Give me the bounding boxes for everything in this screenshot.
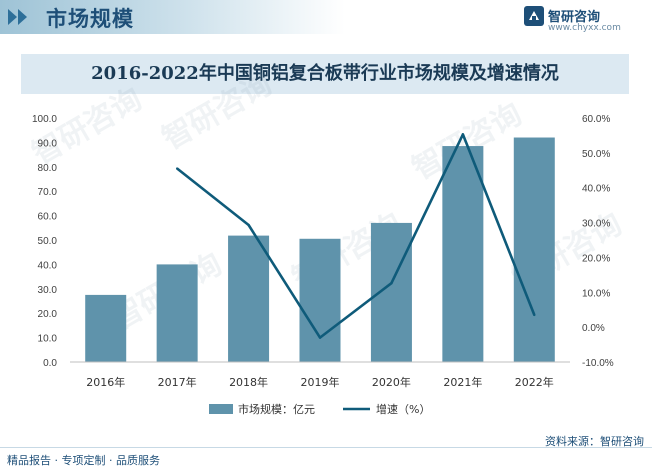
growth-rate-point-4 — [318, 336, 322, 339]
watermark-text: 智研咨询 — [157, 67, 278, 157]
growth-rate-point-2 — [175, 167, 179, 170]
left-axis-tick-label: 40.0 — [38, 260, 58, 271]
left-axis-tick-label: 80.0 — [38, 163, 58, 174]
left-axis-tick-label: 0.0 — [43, 358, 57, 369]
growth-rate-line — [176, 133, 536, 339]
right-axis-tick-label: 40.0% — [582, 184, 610, 195]
left-axis-tick-label: 50.0 — [38, 236, 58, 247]
right-axis-tick-label: 60.0% — [582, 114, 610, 125]
x-axis-tick-label: 2020年 — [372, 375, 411, 389]
brand-url: www.chyxx.com — [548, 23, 621, 33]
left-axis-tick-label: 90.0 — [38, 138, 58, 149]
x-axis-tick-label: 2017年 — [158, 375, 197, 389]
growth-rate-point-3 — [247, 223, 250, 227]
x-axis-tick-label: 2016年 — [86, 375, 125, 389]
legend-line-label: 增速（%） — [376, 402, 430, 416]
left-axis-tick-label: 10.0 — [38, 334, 58, 345]
section-title: 市场规模 — [46, 7, 134, 31]
brand-logo: 智研咨询 www.chyxx.com — [524, 4, 634, 36]
bar-market-size-1 — [85, 294, 127, 362]
legend-bar-swatch — [209, 404, 233, 414]
chart-title-band: 2016-2022年中国铜铝复合板带行业市场规模及增速情况 — [21, 54, 629, 94]
right-axis-tick-label: 20.0% — [582, 253, 610, 264]
brand-mark-icon — [524, 6, 544, 26]
x-axis-tick-label: 2019年 — [301, 375, 340, 389]
growth-rate-point-7 — [533, 313, 536, 317]
right-axis-tick-label: 10.0% — [582, 288, 610, 299]
bar-market-size-7 — [513, 137, 555, 362]
growth-rate-point-5 — [390, 282, 393, 285]
source-label: 资料来源：智研咨询 — [545, 435, 644, 448]
footer: 精品报告 · 专项定制 · 品质服务 — [0, 447, 652, 470]
chart-title: 2016-2022年中国铜铝复合板带行业市场规模及增速情况 — [91, 63, 559, 84]
left-axis-tick-label: 60.0 — [38, 212, 58, 223]
bar-market-size-6 — [442, 146, 484, 362]
bar-market-size-2 — [156, 264, 198, 362]
right-axis-tick-label: -10.0% — [582, 358, 614, 369]
x-axis-tick-label: 2022年 — [515, 375, 554, 389]
right-axis-tick-label: 50.0% — [582, 149, 610, 160]
left-axis-tick-label: 30.0 — [38, 285, 58, 296]
x-axis-tick-label: 2018年 — [229, 375, 268, 389]
right-axis-tick-label: 30.0% — [582, 219, 610, 230]
header-bar — [0, 0, 345, 34]
watermark-text: 智研咨询 — [27, 82, 148, 172]
bar-market-size-3 — [228, 235, 270, 362]
left-axis-tick-label: 70.0 — [38, 187, 58, 198]
left-axis-tick-label: 100.0 — [32, 114, 57, 125]
header-band: 市场规模 智研咨询 www.chyxx.com — [0, 0, 652, 34]
left-axis-tick-label: 20.0 — [38, 309, 58, 320]
growth-rate-point-6 — [461, 133, 465, 136]
arrow-decoration-icon — [8, 9, 27, 25]
brand-name: 智研咨询 — [548, 10, 601, 25]
bar-market-size-4 — [299, 238, 341, 362]
bar-market-size-5 — [370, 222, 412, 362]
right-axis-tick-label: 0.0% — [582, 323, 605, 334]
footer-slogan: 精品报告 · 专项定制 · 品质服务 — [7, 454, 160, 467]
legend-bar-label: 市场规模：亿元 — [238, 402, 315, 416]
x-axis-tick-label: 2021年 — [443, 375, 482, 389]
